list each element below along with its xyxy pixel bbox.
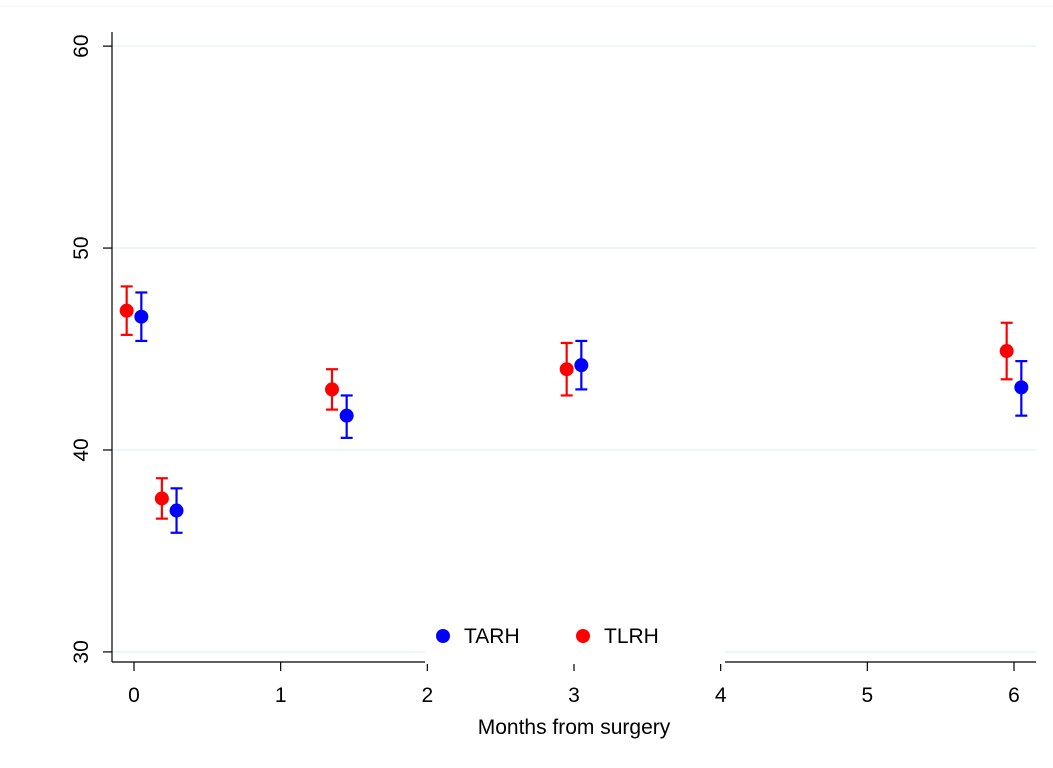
x-tick-label: 3 bbox=[568, 684, 580, 707]
data-point bbox=[169, 503, 184, 518]
data-point bbox=[339, 408, 354, 423]
data-point bbox=[154, 491, 169, 506]
series-tlrh bbox=[119, 285, 1014, 520]
data-point bbox=[559, 362, 574, 377]
data-point bbox=[134, 309, 149, 324]
legend-marker-tlrh bbox=[576, 629, 590, 643]
x-tick-label: 1 bbox=[275, 684, 287, 707]
x-ticks: 0 1 2 3 4 5 6 bbox=[128, 662, 1020, 707]
x-tick-label: 2 bbox=[421, 684, 433, 707]
legend-label-tlrh: TLRH bbox=[604, 625, 659, 648]
y-tick-label: 50 bbox=[70, 236, 93, 259]
series-group bbox=[119, 285, 1029, 534]
y-ticks: 30 40 50 60 bbox=[70, 34, 112, 664]
gridlines bbox=[112, 45, 1036, 653]
data-point bbox=[574, 358, 589, 373]
legend-label-tarh: TARH bbox=[464, 625, 520, 648]
x-tick-label: 0 bbox=[128, 684, 140, 707]
y-tick-label: 60 bbox=[70, 34, 93, 57]
y-tick-label: 30 bbox=[70, 640, 93, 663]
x-tick-label: 4 bbox=[715, 684, 727, 707]
series-tarh bbox=[134, 291, 1029, 534]
x-tick-label: 6 bbox=[1008, 684, 1020, 707]
data-point bbox=[1014, 380, 1029, 395]
axes bbox=[111, 32, 1036, 663]
data-point bbox=[999, 344, 1014, 359]
legend-box bbox=[425, 610, 725, 664]
data-point bbox=[325, 382, 339, 397]
legend-marker-tarh bbox=[436, 629, 450, 643]
legend: TARH TLRH bbox=[425, 610, 725, 664]
x-axis-title: Months from surgery bbox=[478, 716, 671, 739]
data-point bbox=[119, 303, 134, 318]
y-tick-label: 40 bbox=[70, 438, 93, 461]
x-tick-label: 5 bbox=[861, 684, 873, 707]
